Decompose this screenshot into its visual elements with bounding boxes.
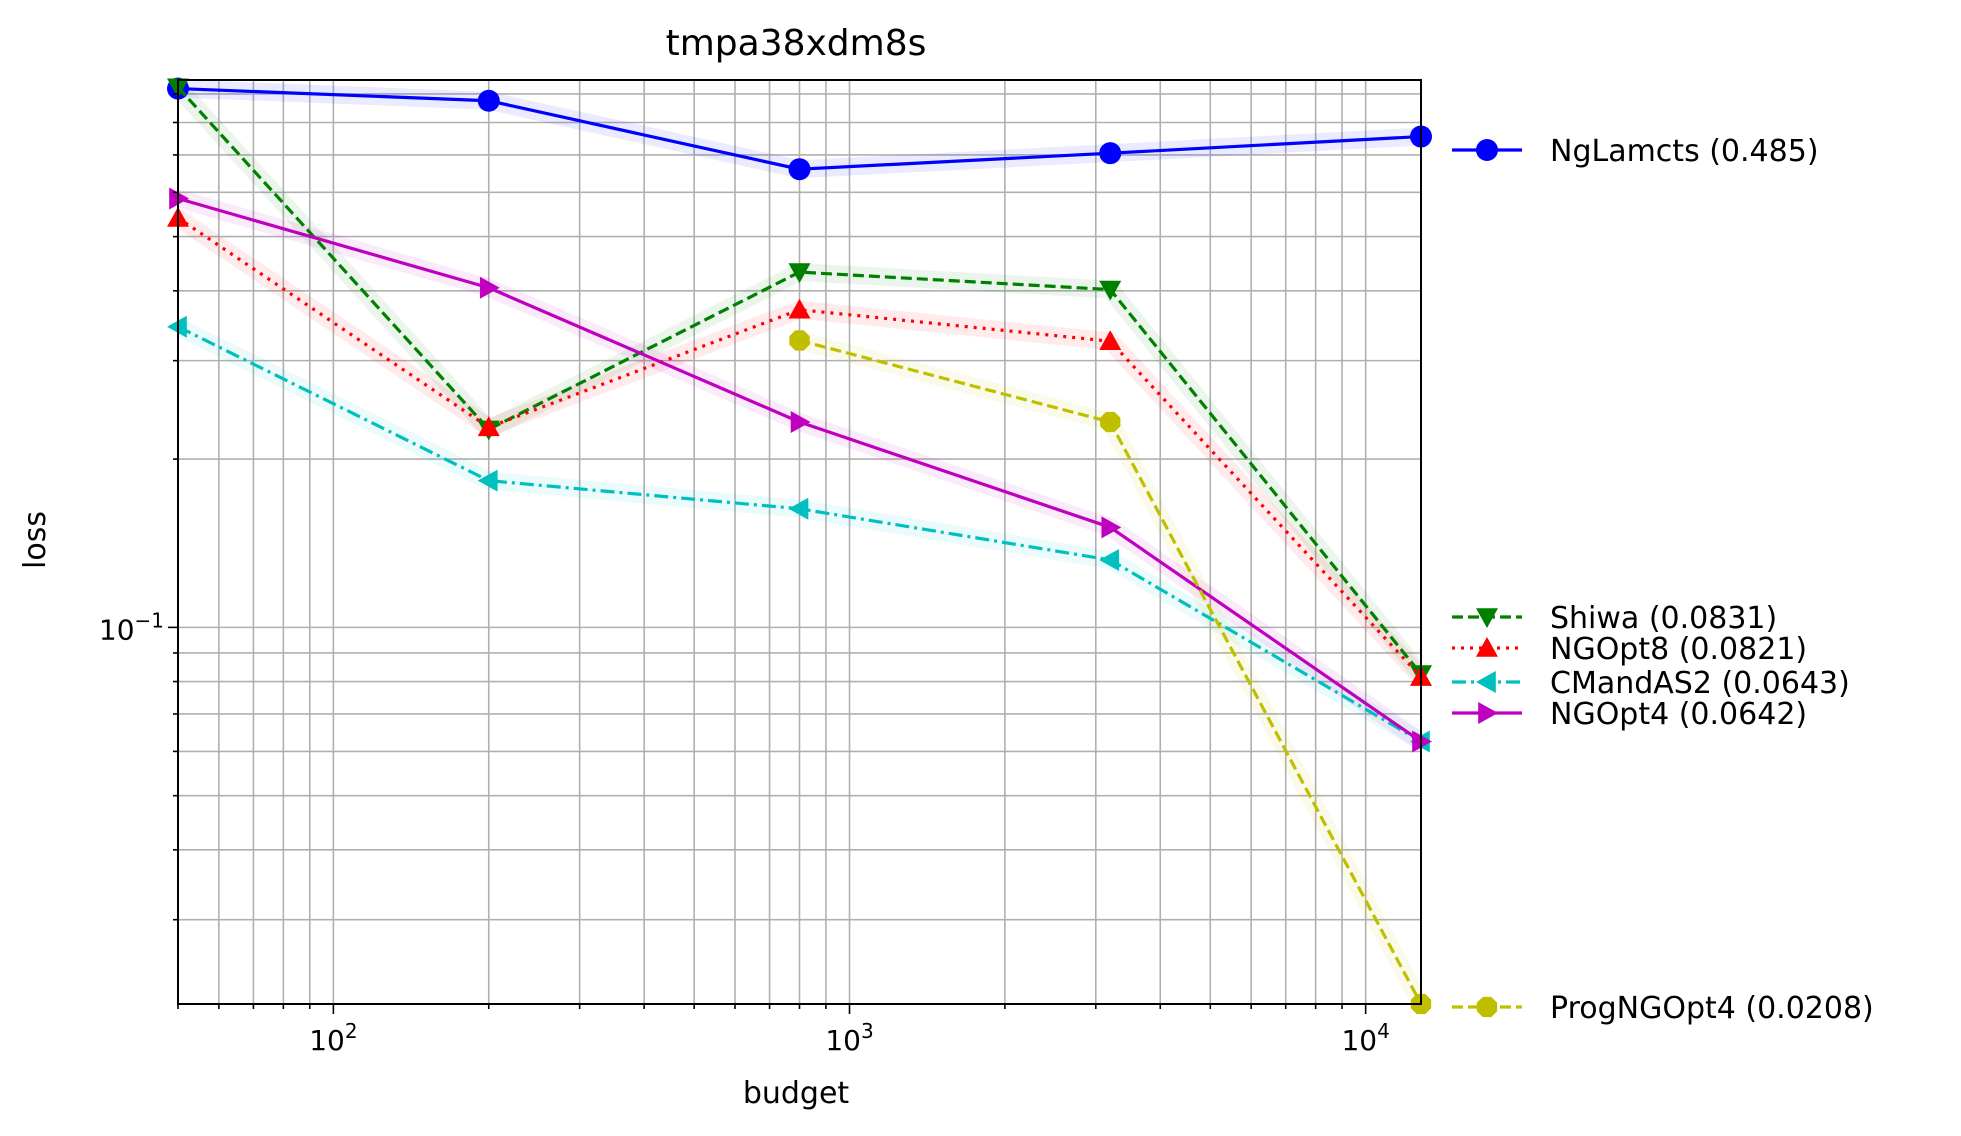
ticks: 102 103 104 10−1 (99, 93, 1390, 1057)
series-layer (167, 77, 1432, 1015)
series-line (177, 216, 1423, 679)
data-point (1100, 411, 1121, 433)
series-3 (167, 315, 1430, 753)
legend-entry: NgLamcts (0.485) (1452, 134, 1819, 169)
legend-entry: NGOpt8 (0.0821) (1452, 632, 1807, 667)
legend-label: CMandAS2 (0.0643) (1550, 666, 1850, 701)
data-point (477, 416, 500, 437)
legend-label: ProgNGOpt4 (0.0208) (1550, 991, 1874, 1026)
legend-label: NGOpt8 (0.0821) (1550, 632, 1807, 667)
data-point (789, 330, 810, 351)
chart-title: tmpa38xdm8s (666, 23, 927, 64)
data-point (1099, 330, 1122, 351)
legend-marker (1478, 702, 1498, 724)
y-tick-label: 10−1 (99, 608, 164, 646)
legend-marker (1476, 608, 1498, 628)
legend-marker (1476, 139, 1498, 161)
data-point (788, 298, 811, 319)
data-point (1412, 730, 1432, 753)
data-point (788, 497, 809, 520)
data-point (167, 315, 187, 338)
legend-marker (1476, 996, 1498, 1018)
grid (177, 80, 1421, 1004)
legend-entry: CMandAS2 (0.0643) (1452, 666, 1850, 701)
x-axis-label: budget (743, 1076, 850, 1111)
data-point (788, 158, 811, 181)
data-point (1101, 516, 1122, 539)
x-tick-label: 104 (1341, 1019, 1389, 1057)
x-tick-label: 102 (309, 1019, 357, 1057)
data-point (479, 276, 500, 299)
legend-entry: NGOpt4 (0.0642) (1452, 697, 1807, 732)
legend-label: Shiwa (0.0831) (1550, 601, 1777, 636)
data-point (1099, 142, 1122, 165)
data-point (790, 411, 811, 434)
legend: NgLamcts (0.485) Shiwa (0.0831)NGOpt8 (0.… (1452, 134, 1874, 1026)
data-point (1099, 548, 1120, 571)
data-point (788, 263, 811, 284)
data-point (477, 89, 500, 112)
legend-entry: Shiwa (0.0831) (1452, 601, 1777, 636)
data-point (477, 469, 498, 492)
y-axis-label: loss (18, 511, 53, 569)
data-point (1099, 280, 1122, 301)
legend-label: NgLamcts (0.485) (1550, 134, 1819, 169)
legend-label: NGOpt4 (0.0642) (1550, 697, 1807, 732)
series-5 (789, 330, 1432, 1015)
legend-entry: ProgNGOpt4 (0.0208) (1452, 991, 1874, 1026)
legend-marker (1476, 637, 1498, 657)
legend-marker (1476, 671, 1496, 693)
x-tick-label: 103 (825, 1019, 873, 1057)
